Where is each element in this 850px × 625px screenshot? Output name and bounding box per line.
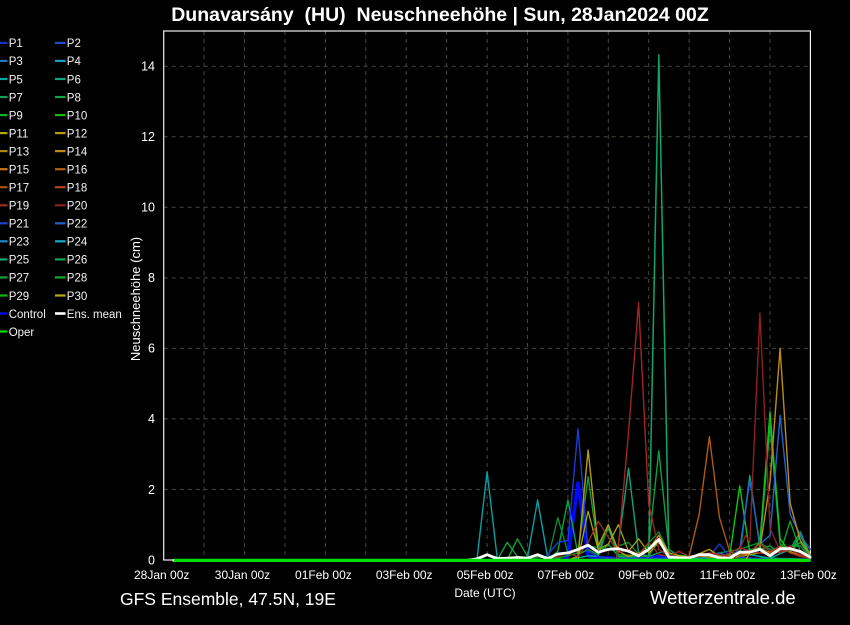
svg-text:P7: P7 [9,92,23,104]
svg-text:P25: P25 [9,255,29,267]
svg-text:Oper: Oper [9,327,35,339]
svg-text:P8: P8 [67,92,81,104]
svg-text:P17: P17 [9,183,29,195]
svg-text:11Feb 00z: 11Feb 00z [700,568,756,582]
svg-text:03Feb 00z: 03Feb 00z [376,568,433,582]
svg-text:Date (UTC): Date (UTC) [454,586,515,600]
svg-text:12: 12 [141,130,155,144]
svg-text:P13: P13 [9,146,29,158]
svg-text:Neuschneehöhe (cm): Neuschneehöhe (cm) [128,237,143,361]
svg-text:P21: P21 [9,219,29,231]
svg-text:P9: P9 [9,110,23,122]
svg-text:P2: P2 [67,38,81,50]
svg-text:P12: P12 [67,128,87,140]
svg-text:P16: P16 [67,165,87,177]
svg-text:2: 2 [148,483,155,497]
svg-text:07Feb 00z: 07Feb 00z [538,568,595,582]
svg-text:Dunavarsány (HU) Neuschneehö: Dunavarsány (HU) Neuschneehöhe | Sun, 28… [171,4,709,26]
svg-text:4: 4 [148,412,155,426]
svg-text:6: 6 [148,342,155,356]
svg-text:P14: P14 [67,146,88,158]
svg-text:P26: P26 [67,255,87,267]
svg-text:P15: P15 [9,165,29,177]
svg-text:P5: P5 [9,74,23,86]
svg-text:P27: P27 [9,273,29,285]
svg-text:P18: P18 [67,183,87,195]
svg-text:P3: P3 [9,56,23,68]
svg-text:GFS Ensemble, 47.5N, 19E: GFS Ensemble, 47.5N, 19E [120,589,336,609]
svg-text:P10: P10 [67,110,87,122]
svg-text:Control: Control [9,309,46,321]
svg-text:13Feb 00z: 13Feb 00z [780,568,837,582]
svg-text:P22: P22 [67,219,87,231]
svg-text:Wetterzentrale.de: Wetterzentrale.de [650,587,796,608]
svg-text:09Feb 00z: 09Feb 00z [618,568,675,582]
svg-text:30Jan 00z: 30Jan 00z [215,568,270,582]
svg-text:P28: P28 [67,273,87,285]
svg-text:28Jan 00z: 28Jan 00z [134,568,189,582]
svg-text:P20: P20 [67,201,87,213]
svg-text:8: 8 [148,271,155,285]
svg-text:14: 14 [141,60,155,74]
svg-text:10: 10 [141,201,155,215]
svg-text:P30: P30 [67,291,87,303]
svg-text:P1: P1 [9,38,23,50]
svg-text:P24: P24 [67,237,88,249]
svg-text:P6: P6 [67,74,81,86]
svg-text:P23: P23 [9,237,29,249]
svg-text:01Feb 00z: 01Feb 00z [295,568,352,582]
svg-text:P11: P11 [9,128,29,140]
svg-text:P19: P19 [9,201,29,213]
svg-text:P29: P29 [9,291,29,303]
svg-text:P4: P4 [67,56,82,68]
svg-text:0: 0 [148,553,155,567]
svg-text:05Feb 00z: 05Feb 00z [457,568,514,582]
svg-text:Ens. mean: Ens. mean [67,309,122,321]
